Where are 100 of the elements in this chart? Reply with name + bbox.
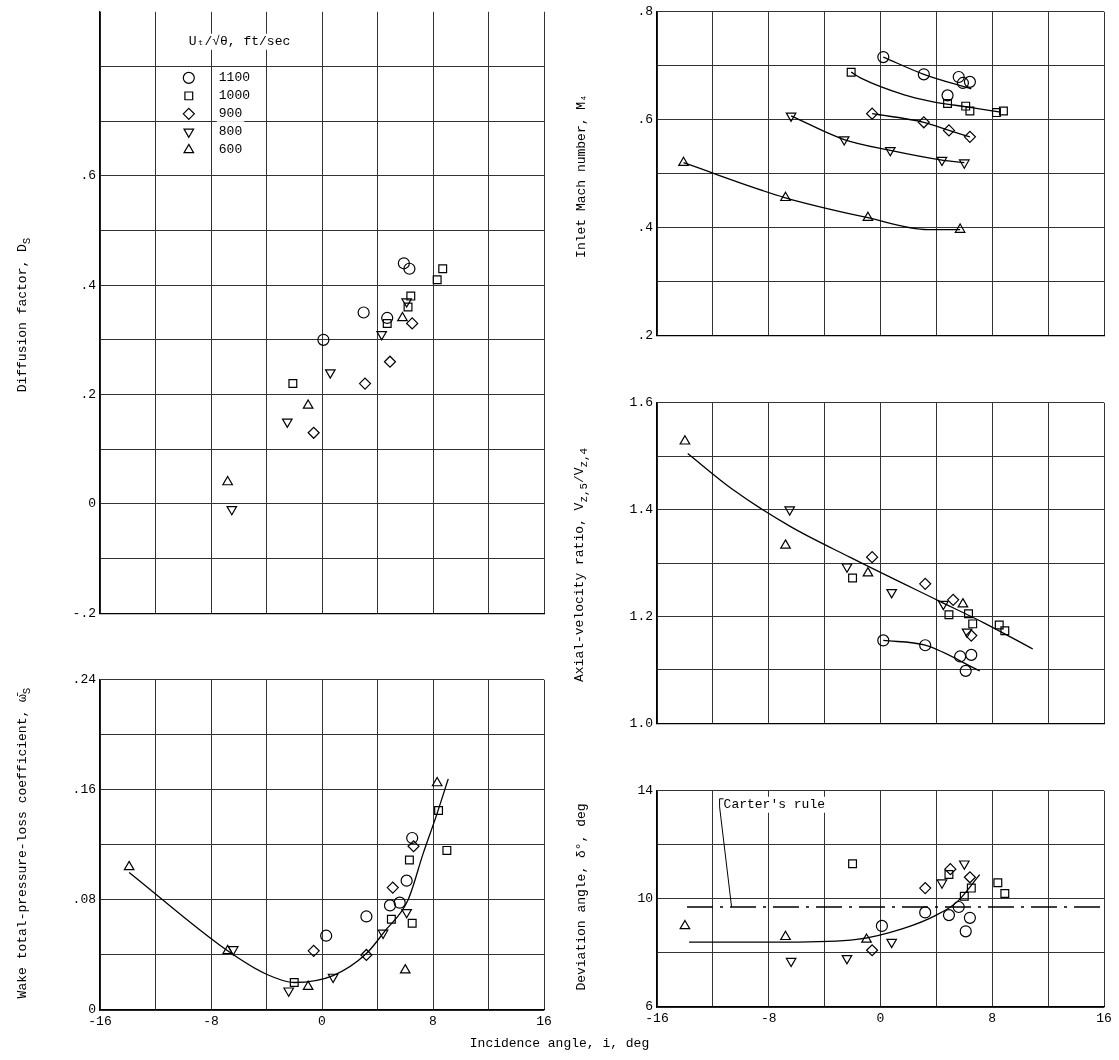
point [943, 98, 953, 108]
point [1000, 889, 1010, 898]
point [993, 878, 1003, 888]
point [861, 933, 872, 943]
point [965, 106, 975, 116]
point [866, 107, 879, 120]
point [919, 577, 932, 590]
point [954, 650, 967, 663]
y-tick-label: .2 [80, 386, 96, 402]
y-tick-label: .8 [637, 4, 653, 20]
y-tick-label: .6 [637, 112, 653, 128]
point [407, 840, 420, 853]
point [959, 891, 969, 901]
point [403, 262, 416, 275]
point [884, 146, 896, 157]
point [968, 619, 978, 629]
point [919, 639, 932, 652]
x-tick-label: 8 [429, 1014, 437, 1030]
x-tick-label: -8 [203, 1014, 219, 1030]
point [838, 136, 850, 146]
point [383, 899, 397, 912]
point [875, 919, 888, 933]
y-tick-label: .4 [80, 277, 97, 293]
point [327, 973, 339, 984]
x-tick-label: 16 [536, 1014, 552, 1030]
point [317, 333, 330, 346]
point [442, 845, 452, 855]
point [841, 563, 853, 573]
y-tick-label: .4 [637, 219, 654, 235]
point [919, 906, 932, 919]
point [917, 68, 930, 81]
point [289, 977, 299, 987]
point [954, 223, 966, 233]
point [431, 776, 443, 787]
y-tick-label: 0 [88, 496, 96, 512]
point [877, 50, 890, 64]
point [886, 938, 898, 949]
point [434, 806, 444, 815]
x-tick-label: 16 [1096, 1011, 1112, 1027]
point [936, 879, 948, 889]
point [381, 311, 394, 325]
point [123, 860, 135, 871]
point [320, 929, 333, 942]
point [936, 156, 948, 167]
point [679, 919, 691, 930]
point [998, 106, 1008, 116]
point [963, 871, 976, 884]
point [886, 589, 898, 599]
point [841, 955, 853, 965]
point [406, 291, 416, 301]
point [438, 264, 448, 274]
point [780, 539, 791, 549]
legend-label: 800 [218, 124, 243, 140]
point [785, 957, 797, 968]
point [866, 551, 879, 564]
point [958, 860, 970, 870]
legend-label: 1000 [218, 88, 251, 104]
point [944, 863, 957, 876]
point [942, 124, 956, 137]
point [360, 910, 373, 923]
point [959, 925, 972, 938]
point [965, 629, 978, 642]
point [386, 881, 399, 894]
point [780, 191, 791, 202]
point [222, 944, 234, 955]
point [991, 108, 1001, 118]
point [862, 211, 874, 222]
y-axis-title: Deviation angle, δ°, deg [573, 803, 589, 991]
point [360, 948, 373, 962]
point [302, 399, 314, 409]
point [302, 980, 314, 990]
point [961, 101, 971, 111]
y-tick-label: 1.0 [629, 715, 653, 731]
y-tick-label: 10 [637, 891, 653, 907]
y-tick-label: .6 [80, 168, 96, 184]
point [963, 75, 976, 88]
point [780, 930, 791, 941]
point [376, 331, 388, 341]
point [848, 573, 858, 583]
point [283, 987, 295, 997]
point [917, 116, 930, 129]
point [226, 505, 238, 516]
point [358, 377, 372, 390]
legend-title: Uₜ/√θ, ft/sec [188, 34, 291, 50]
point [956, 76, 970, 90]
point [785, 112, 797, 122]
y-axis-title: Inlet Mach number, M₄ [573, 93, 589, 258]
point [941, 89, 954, 102]
y-tick-label: .16 [72, 782, 96, 798]
point [393, 896, 406, 909]
point [964, 609, 973, 619]
point [401, 298, 412, 308]
point [944, 870, 954, 880]
y-tick-label: 1.2 [629, 608, 653, 624]
point [846, 67, 856, 77]
point [938, 600, 949, 611]
point [919, 881, 932, 895]
point [324, 369, 336, 379]
point [784, 506, 796, 516]
point [401, 908, 412, 919]
